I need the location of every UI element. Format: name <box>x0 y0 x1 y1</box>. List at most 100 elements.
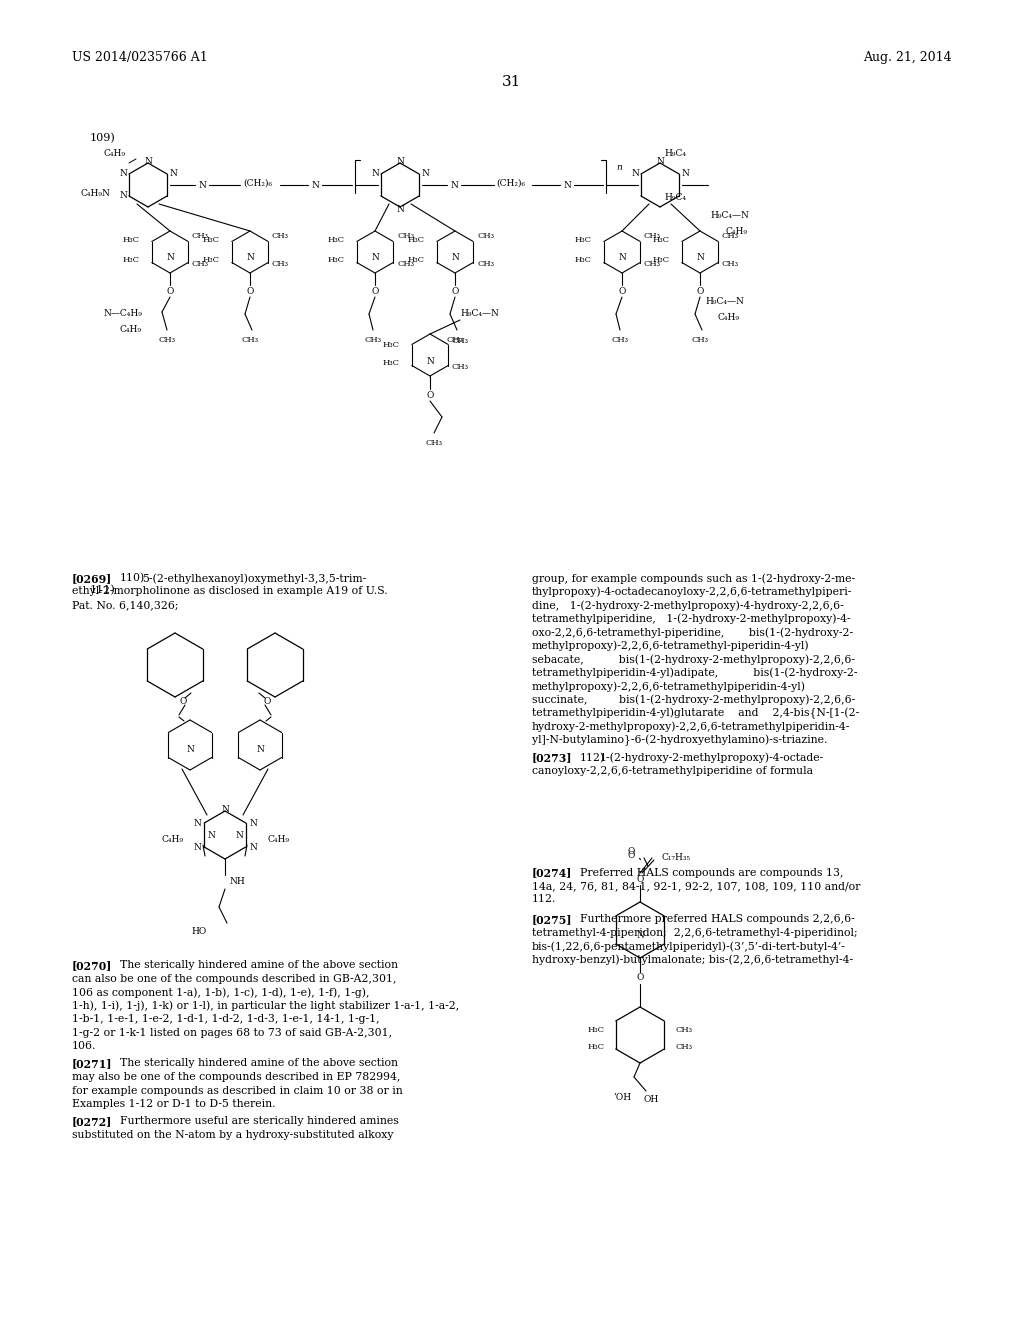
Text: H₉C₄: H₉C₄ <box>664 193 686 202</box>
Text: N: N <box>371 169 379 178</box>
Text: [0273]: [0273] <box>532 752 572 763</box>
Text: methylpropoxy)-2,2,6,6-tetramethyl-piperidin-4-yl): methylpropoxy)-2,2,6,6-tetramethyl-piper… <box>532 640 810 651</box>
Text: CH₃: CH₃ <box>477 232 494 240</box>
Text: CH₃: CH₃ <box>452 337 469 345</box>
Text: 1-b-1, 1-e-1, 1-e-2, 1-d-1, 1-d-2, 1-d-3, 1-e-1, 14-1, 1-g-1,: 1-b-1, 1-e-1, 1-e-2, 1-d-1, 1-d-2, 1-d-3… <box>72 1014 380 1024</box>
Text: NH: NH <box>230 878 246 887</box>
Text: tetramethyl-4-piperidon;  2,2,6,6-tetramethyl-4-piperidinol;: tetramethyl-4-piperidon; 2,2,6,6-tetrame… <box>532 928 858 937</box>
Text: CH₃: CH₃ <box>611 337 629 345</box>
Text: C₄H₉: C₄H₉ <box>725 227 746 235</box>
Text: O: O <box>426 391 434 400</box>
Text: H₃C: H₃C <box>123 256 140 264</box>
Text: H₃C: H₃C <box>575 256 592 264</box>
Text: N: N <box>186 746 194 755</box>
Text: [0274]: [0274] <box>532 867 572 879</box>
Text: CH₃: CH₃ <box>193 260 209 268</box>
Text: N: N <box>618 253 626 263</box>
Text: tetramethylpiperidine,   1-(2-hydroxy-2-methylpropoxy)-4-: tetramethylpiperidine, 1-(2-hydroxy-2-me… <box>532 614 851 624</box>
Text: group, for example compounds such as 1-(2-hydroxy-2-me-: group, for example compounds such as 1-(… <box>532 573 855 583</box>
Text: 106 as component 1-a), 1-b), 1-c), 1-d), 1-e), 1-f), 1-g),: 106 as component 1-a), 1-b), 1-c), 1-d),… <box>72 987 370 998</box>
Text: n: n <box>616 162 622 172</box>
Text: CH₃: CH₃ <box>272 260 289 268</box>
Text: H₃C: H₃C <box>123 236 140 244</box>
Text: N: N <box>119 169 127 178</box>
Text: N: N <box>207 830 215 840</box>
Text: CH₃: CH₃ <box>446 337 464 345</box>
Text: N: N <box>221 804 229 813</box>
Text: N: N <box>656 157 664 165</box>
Text: 5-(2-ethylhexanoyl)oxymethyl-3,3,5-trim-: 5-(2-ethylhexanoyl)oxymethyl-3,3,5-trim- <box>142 573 367 583</box>
Text: CH₃: CH₃ <box>477 260 494 268</box>
Text: sebacate,          bis(1-(2-hydroxy-2-methylpropoxy)-2,2,6,6-: sebacate, bis(1-(2-hydroxy-2-methylpropo… <box>532 653 855 664</box>
Text: CH₃: CH₃ <box>722 260 739 268</box>
Text: CH₃: CH₃ <box>675 1043 692 1051</box>
Text: CH₃: CH₃ <box>159 337 175 345</box>
Text: CH₃: CH₃ <box>722 232 739 240</box>
Text: The sterically hindered amine of the above section: The sterically hindered amine of the abo… <box>120 1059 398 1068</box>
Text: (CH₂)₆: (CH₂)₆ <box>497 178 525 187</box>
Text: N: N <box>246 253 254 263</box>
Text: N: N <box>421 169 429 178</box>
Text: Preferred HALS compounds are compounds 13,: Preferred HALS compounds are compounds 1… <box>580 867 844 878</box>
Text: may also be one of the compounds described in EP 782994,: may also be one of the compounds describ… <box>72 1072 400 1082</box>
Text: N: N <box>636 931 644 940</box>
Text: H₃C: H₃C <box>203 236 220 244</box>
Text: O: O <box>263 697 270 705</box>
Text: Furthermore useful are sterically hindered amines: Furthermore useful are sterically hinder… <box>120 1117 398 1126</box>
Text: N: N <box>311 181 318 190</box>
Text: 31: 31 <box>503 75 521 88</box>
Text: 109): 109) <box>90 133 116 144</box>
Text: N: N <box>396 205 403 214</box>
Text: C₄H₉: C₄H₉ <box>161 836 183 845</box>
Text: CH₃: CH₃ <box>644 260 662 268</box>
Text: CH₃: CH₃ <box>193 232 209 240</box>
Text: O: O <box>452 286 459 296</box>
Text: 106.: 106. <box>72 1041 96 1051</box>
Text: O: O <box>179 697 186 705</box>
Text: US 2014/0235766 A1: US 2014/0235766 A1 <box>72 50 208 63</box>
Text: O: O <box>628 847 635 857</box>
Text: H₃C: H₃C <box>408 236 425 244</box>
Text: oxo-2,2,6,6-tetramethyl-piperidine,       bis(1-(2-hydroxy-2-: oxo-2,2,6,6-tetramethyl-piperidine, bis(… <box>532 627 853 638</box>
Text: H₃C: H₃C <box>383 359 400 367</box>
Text: N: N <box>144 157 152 165</box>
Text: Pat. No. 6,140,326;: Pat. No. 6,140,326; <box>72 601 178 610</box>
Text: C₄H₉: C₄H₉ <box>104 149 126 157</box>
Text: OH: OH <box>644 1094 659 1104</box>
Text: N: N <box>236 830 243 840</box>
Text: O: O <box>618 286 626 296</box>
Text: for example compounds as described in claim 10 or 38 or in: for example compounds as described in cl… <box>72 1085 402 1096</box>
Text: H₃C: H₃C <box>575 236 592 244</box>
Text: H₃C: H₃C <box>203 256 220 264</box>
Text: O: O <box>247 286 254 296</box>
Text: ethyl-2-morpholinone as disclosed in example A19 of U.S.: ethyl-2-morpholinone as disclosed in exa… <box>72 586 388 597</box>
Text: N: N <box>166 253 174 263</box>
Text: 112.: 112. <box>532 895 556 904</box>
Text: N—C₄H₉: N—C₄H₉ <box>103 309 142 318</box>
Text: [0272]: [0272] <box>72 1117 113 1127</box>
Text: C₄H₉: C₄H₉ <box>267 836 289 845</box>
Text: H₉C₄: H₉C₄ <box>664 149 686 157</box>
Text: [0275]: [0275] <box>532 913 572 925</box>
Text: CH₃: CH₃ <box>675 1026 692 1034</box>
Text: H₃C: H₃C <box>588 1026 605 1034</box>
Text: N: N <box>696 253 703 263</box>
Text: C₁₇H₃₅: C₁₇H₃₅ <box>662 854 691 862</box>
Text: N: N <box>256 746 264 755</box>
Text: H₃C: H₃C <box>328 256 345 264</box>
Text: H₃C: H₃C <box>383 341 400 348</box>
Text: H₃C: H₃C <box>653 256 670 264</box>
Text: thylpropoxy)-4-octadecanoyloxy-2,2,6,6-tetramethylpiperi-: thylpropoxy)-4-octadecanoyloxy-2,2,6,6-t… <box>532 586 852 597</box>
Text: CH₃: CH₃ <box>397 232 414 240</box>
Text: CH₃: CH₃ <box>272 232 289 240</box>
Text: 111): 111) <box>90 585 116 595</box>
Text: 1-(2-hydroxy-2-methylpropoxy)-4-octade-: 1-(2-hydroxy-2-methylpropoxy)-4-octade- <box>600 752 824 763</box>
Text: 110): 110) <box>120 573 145 583</box>
Text: O: O <box>166 286 174 296</box>
Text: H₃C: H₃C <box>408 256 425 264</box>
Text: N: N <box>194 818 201 828</box>
Text: HO: HO <box>191 928 207 936</box>
Text: C₄H₉N: C₄H₉N <box>80 189 110 198</box>
Text: CH₃: CH₃ <box>365 337 382 345</box>
Text: O: O <box>372 286 379 296</box>
